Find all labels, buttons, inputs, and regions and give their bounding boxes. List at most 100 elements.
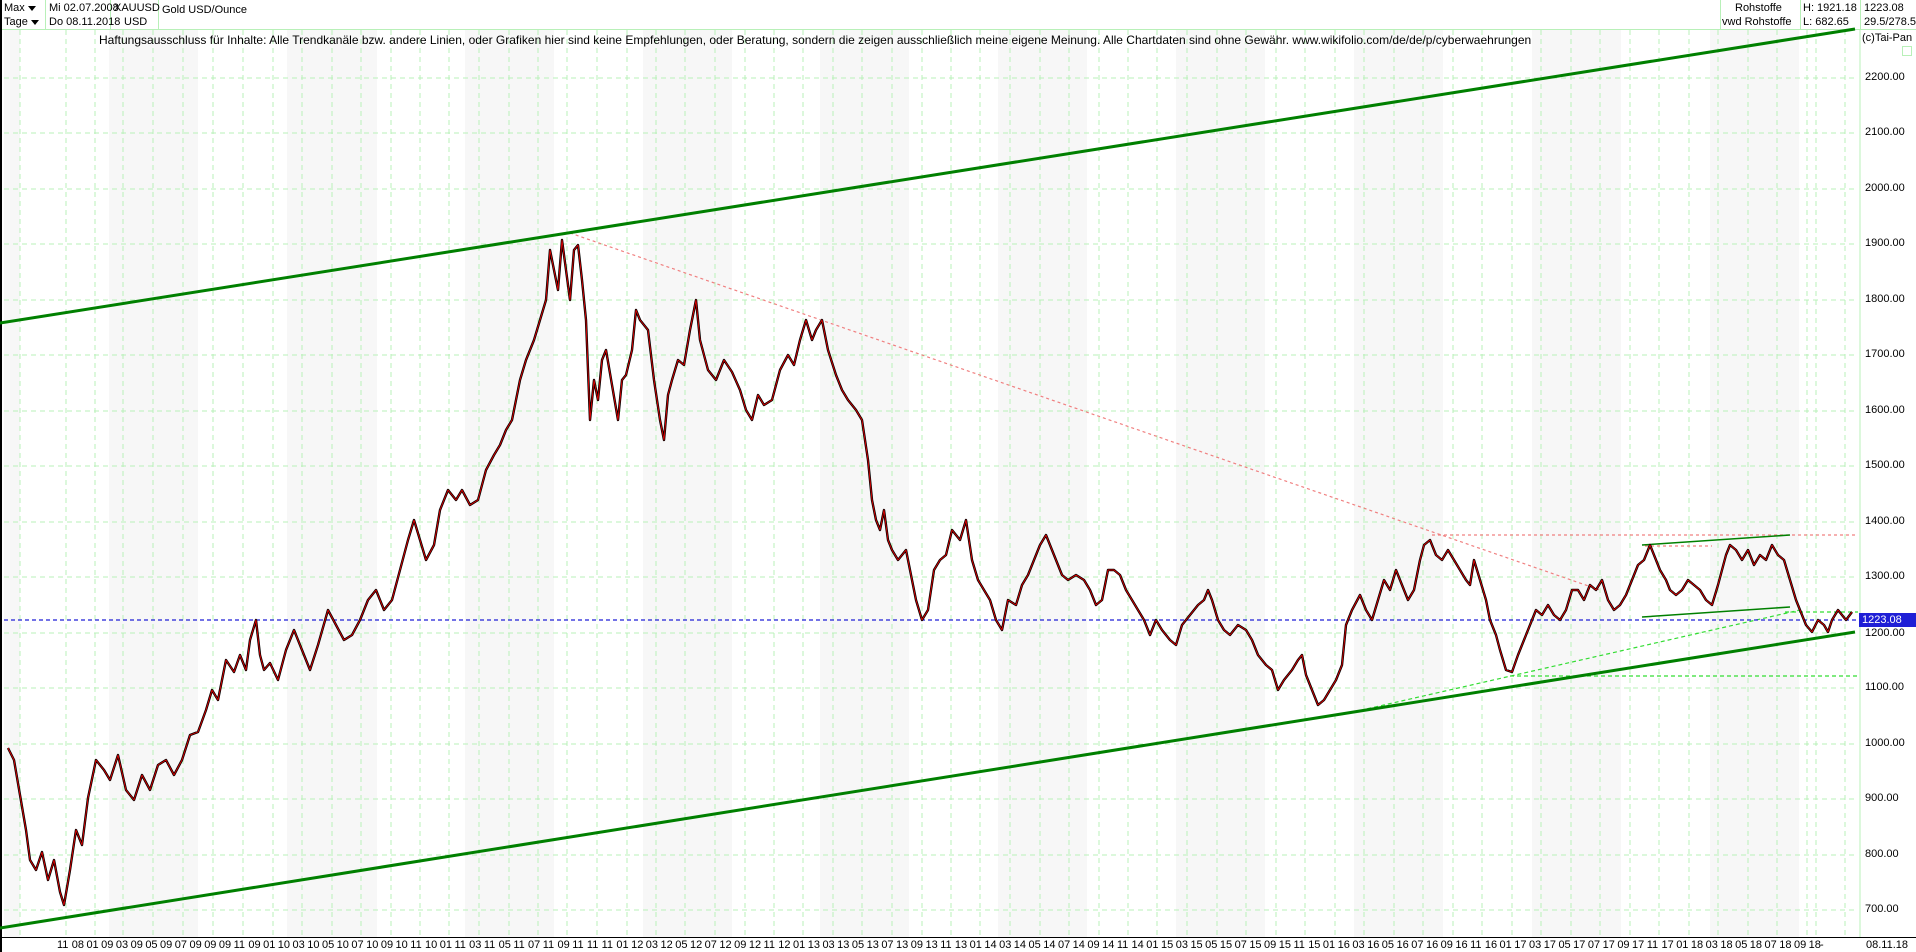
vertical-gridlines — [19, 30, 1846, 937]
x-tick-label: 08 — [71, 939, 84, 951]
resistance-trendline — [569, 232, 1601, 591]
x-tick-label: 07 — [1057, 939, 1071, 951]
x-tick-label: 01 — [1146, 939, 1159, 951]
x-tick-label: 11 — [410, 939, 422, 951]
y-tick-label: 1600.00 — [1865, 404, 1905, 416]
x-tick-label: 16 — [1425, 939, 1439, 951]
x-tick-label: 12 — [748, 939, 762, 951]
x-tick-label: 12 — [660, 939, 673, 951]
x-tick-label: 16 — [1337, 939, 1350, 951]
header-symbol-cell: XAUUSD USD — [111, 0, 160, 30]
x-tick-label: 16 — [1367, 939, 1380, 951]
x-tick-label: 09 — [1264, 939, 1277, 951]
x-tick-label: 07 — [528, 939, 541, 951]
x-tick-label: 11 — [57, 939, 69, 951]
header-range-cell[interactable]: Max Tage — [0, 0, 46, 30]
wedge-top-line — [1641, 534, 1791, 546]
x-tick-label: 10 — [395, 939, 408, 951]
y-tick-label: 700.00 — [1865, 903, 1899, 915]
x-tick-label: 07 — [881, 939, 894, 951]
x-tick-label: 10 — [425, 939, 438, 951]
x-tick-label: 07 — [1234, 939, 1247, 951]
x-tick-label: 15 — [1249, 939, 1262, 951]
x-tick-label: 17 — [1661, 939, 1674, 951]
x-tick-label: 09 — [248, 939, 261, 951]
x-tick-label: 11 — [233, 939, 246, 951]
x-tick-label: 09 — [1793, 939, 1807, 951]
header-category-cell: Rohstoffe vwd Rohstoffe — [1721, 0, 1801, 30]
x-tick-label: 11 — [542, 939, 555, 951]
price-series-red — [7, 239, 1853, 906]
x-tick-label: 10 — [366, 939, 379, 951]
x-tick-label: 05 — [321, 939, 335, 951]
x-tick-label: 16 — [1396, 939, 1409, 951]
x-tick-label: 13 — [896, 939, 909, 951]
x-tick-label: 13 — [954, 939, 968, 951]
x-tick-label: 18 — [1749, 939, 1763, 951]
y-tick-label: 900.00 — [1865, 792, 1899, 804]
x-tick-label: 17 — [1514, 939, 1527, 951]
currency: USD — [124, 16, 148, 28]
x-tick-label: 05 — [851, 939, 865, 951]
x-tick-label: 03 — [1352, 939, 1365, 951]
x-tick-label: 13 — [807, 939, 820, 951]
x-tick-label: 14 — [984, 939, 997, 951]
x-tick-label: 05 — [1205, 939, 1218, 951]
x-tick-label: 09 — [557, 939, 570, 951]
category: Rohstoffe — [1735, 2, 1782, 14]
y-tick-label: 1700.00 — [1865, 348, 1905, 360]
last-price: 1223.08 — [1864, 2, 1904, 14]
range-select-value: Max — [4, 2, 25, 14]
y-tick-label: 1800.00 — [1865, 293, 1905, 305]
x-tick-label: 11 — [513, 939, 525, 951]
x-tick-label: 18 — [1779, 939, 1792, 951]
collapse-toggle[interactable] — [1902, 46, 1912, 56]
x-tick-label: 07 — [1764, 939, 1777, 951]
x-tick-label: 05 — [1028, 939, 1041, 951]
x-tick-label: 03 — [115, 939, 129, 951]
last-price-tag: 1223.08 — [1859, 613, 1916, 627]
x-tick-label: 03 — [645, 939, 659, 951]
x-tick-label: 10 — [307, 939, 320, 951]
x-tick-label: 03 — [822, 939, 835, 951]
x-tick-label: 05 — [1381, 939, 1395, 951]
y-tick-label: 1900.00 — [1865, 237, 1905, 249]
y-tick-label: 2000.00 — [1865, 182, 1905, 194]
x-tick-label: 01 — [439, 939, 452, 951]
x-tick-label: 05 — [145, 939, 158, 951]
ratio: 29.5/278.5 — [1864, 16, 1916, 28]
x-tick-label: 01 — [793, 939, 806, 951]
x-tick-label: 18 — [1720, 939, 1733, 951]
x-tick-label: 14 — [1043, 939, 1056, 951]
header-name-cell: Gold USD/Ounce — [159, 0, 1721, 30]
range-select[interactable]: Max — [4, 1, 36, 15]
x-tick-label: 01 — [969, 939, 982, 951]
y-tick-label: 2100.00 — [1865, 126, 1905, 138]
x-tick-label: 11 — [1116, 939, 1129, 951]
x-tick-label: 03 — [469, 939, 482, 951]
x-tick-label: 07 — [1587, 939, 1601, 951]
x-tick-label: 17 — [1573, 939, 1586, 951]
x-tick-label: 09 — [160, 939, 173, 951]
x-tick-label: 13 — [925, 939, 938, 951]
x-tick-label: 12 — [631, 939, 644, 951]
x-tick-label: 09 — [1617, 939, 1630, 951]
x-tick-label: 14 — [1013, 939, 1027, 951]
interval-select[interactable]: Tage — [4, 15, 39, 29]
support-dotted-diagonal — [1339, 609, 1801, 716]
x-tick-label: 15 — [1161, 939, 1174, 951]
high-value: H: 1921.18 — [1803, 2, 1857, 14]
x-tick-label: 07 — [351, 939, 364, 951]
x-tick-label: 09 — [1087, 939, 1100, 951]
x-tick-label: 11 — [763, 939, 775, 951]
lower-channel-line — [0, 630, 1856, 930]
y-tick-label: 1200.00 — [1865, 627, 1905, 639]
x-tick-label: 10 — [277, 939, 291, 951]
x-tick-label: 03 — [1705, 939, 1718, 951]
x-axis-dash: - — [1820, 939, 1824, 951]
x-axis-end-date: 08.11.18 — [1866, 939, 1909, 951]
x-tick-label: 16 — [1484, 939, 1498, 951]
x-tick-label: 03 — [1529, 939, 1542, 951]
x-tick-label: 11 — [572, 939, 584, 951]
